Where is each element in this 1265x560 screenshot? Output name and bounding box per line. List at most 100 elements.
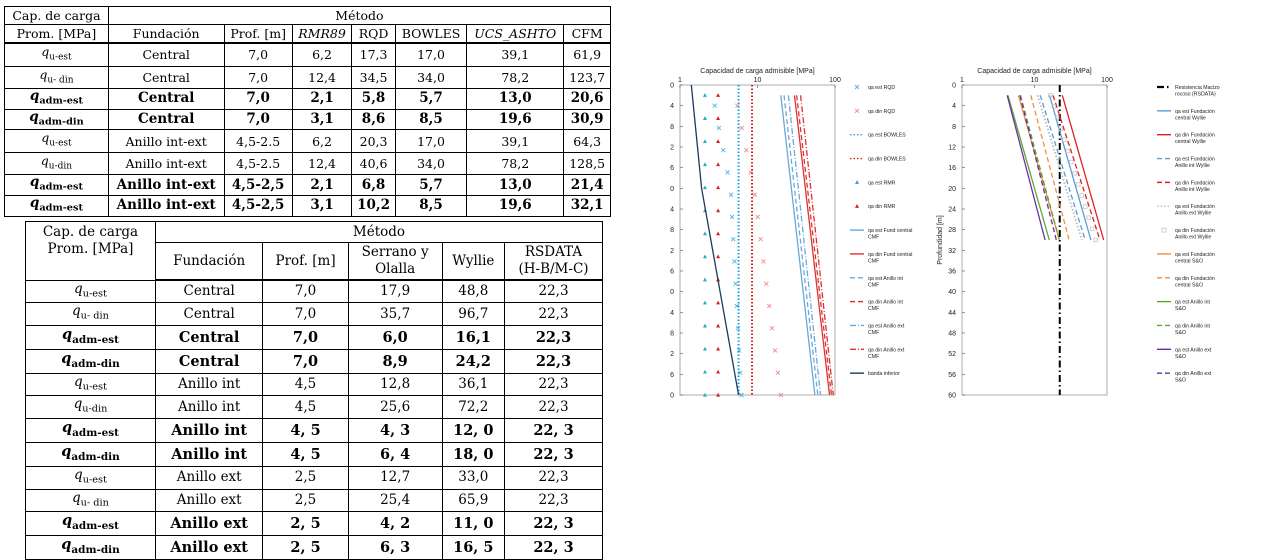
table-row: qadm-din Anillo int 4, 5 6, 4 18, 0 22, 3	[25, 441, 603, 467]
row-label: qadm-din	[25, 535, 156, 560]
header-metodo-2: Método	[154, 221, 604, 243]
table-cell: 12,7	[347, 465, 443, 490]
row-label: qu-din	[25, 395, 156, 420]
series-marker	[716, 185, 721, 190]
series-line	[1036, 95, 1083, 241]
legend-entry: Anillo ext Wyllie	[1175, 235, 1211, 241]
x-tick-label: 10	[1031, 77, 1039, 84]
table-cell: 33,0	[441, 465, 506, 490]
legend-entry: qa est Anillo ext	[868, 323, 905, 329]
series-marker	[737, 370, 743, 376]
x-tick-label: 1	[960, 77, 964, 84]
series-marker	[1090, 226, 1095, 232]
row-label: qadm-din	[4, 108, 109, 131]
figure-capacidad-carga: Capacidad de carga admisible [MPa] 1 10 100…	[655, 55, 1260, 400]
table-cell: 7,0	[223, 108, 293, 131]
table-cell: 7,0	[223, 42, 293, 67]
table-cell: 22, 3	[504, 535, 603, 560]
table-cell: 21,4	[563, 174, 611, 197]
col-rsdata: RSDATA (H-B/M-C)	[504, 242, 603, 281]
table-cell: 7,0	[223, 65, 293, 89]
table-cell: 4, 2	[347, 511, 443, 537]
legend-entry: qa din Fundación	[1175, 133, 1215, 139]
series-line	[793, 95, 831, 396]
row-label: qu- din	[25, 302, 156, 326]
series-marker	[1072, 171, 1077, 176]
series-marker	[728, 192, 734, 198]
y-tick-label: 52	[948, 351, 956, 358]
table-cell: Anillo ext	[154, 488, 264, 513]
table-cell: Anillo int	[154, 418, 264, 443]
table-cell: 32,1	[563, 195, 611, 217]
table-cell: 13,0	[466, 88, 565, 110]
series-marker	[1086, 215, 1091, 220]
legend-entry: qa din Fundación	[1175, 276, 1215, 282]
row-label: qadm-est	[4, 88, 109, 110]
table-row: qadm-est Anillo int 4, 5 4, 3 12, 0 22, 3	[25, 418, 603, 443]
table-cell: 8,9	[347, 348, 443, 374]
y-tick-label: 36	[948, 269, 956, 276]
table-cell: 61,9	[563, 42, 611, 67]
series-line	[796, 95, 833, 396]
table-cell: Anillo int-ext	[107, 195, 225, 217]
legend-entry: central S&O	[1175, 258, 1203, 264]
y-tick-label: 56	[670, 372, 674, 379]
series-marker	[772, 348, 778, 353]
row-label: qu-est	[4, 42, 109, 67]
legend-entry: CMF	[868, 258, 879, 264]
table-cell: 8,5	[394, 195, 468, 217]
y-tick-label: 48	[670, 331, 674, 338]
series-line	[1052, 95, 1101, 241]
series-marker	[716, 93, 721, 97]
legend-entry: Resistencia Macizo	[1175, 85, 1220, 91]
table-cell: 17,0	[394, 42, 468, 67]
series-marker	[739, 125, 745, 131]
y-tick-label: 4	[670, 103, 674, 110]
table-cell: Anillo int	[154, 441, 264, 467]
legend-entry: qa est RQD	[868, 85, 895, 91]
table-cell: 39,1	[466, 129, 565, 153]
table-cell: 123,7	[563, 65, 611, 89]
row-label: qu-est	[25, 279, 156, 304]
series-line	[1019, 95, 1057, 241]
series-line	[799, 95, 834, 396]
table-cell: Central	[107, 88, 225, 110]
legend-entry: qa din Anillo int	[1175, 323, 1210, 329]
series-line	[1007, 95, 1050, 241]
legend-entry: qa est BOWLES	[868, 133, 906, 139]
y-tick-label: 0	[670, 83, 674, 90]
table-cell: 128,5	[563, 151, 611, 176]
header-cap-carga-2: Cap. de carga Prom. [MPa]	[25, 221, 156, 281]
legend-entry: central S&O	[1175, 282, 1203, 288]
series-marker	[755, 214, 760, 220]
table-cell: 17,9	[347, 279, 443, 304]
series-line	[1039, 95, 1086, 241]
table-row: qu- din Central 7,0 12,4 34,5 34,0 78,2 123,7	[4, 65, 611, 89]
header-prom: Prom. [MPa]	[4, 24, 109, 44]
y-tick-label: 20	[948, 186, 956, 193]
table-cell: Anillo ext	[154, 511, 264, 537]
x-tick-label: 100	[1101, 77, 1113, 84]
chart-title: Capacidad de carga admisible [MPa]	[700, 68, 814, 75]
table-cell: 16, 5	[441, 535, 506, 560]
series-marker	[1058, 126, 1063, 131]
series-marker	[1093, 237, 1098, 243]
y-tick-label: 44	[948, 310, 956, 317]
x-tick-label: 1	[678, 77, 682, 84]
header-metodo: Método	[107, 6, 612, 25]
table-cell: 22,3	[504, 465, 603, 490]
col-serrano-olalla: Serrano y Olalla	[347, 242, 443, 281]
table-row: qadm-est Anillo ext 2, 5 4, 2 11, 0 22, 3	[25, 511, 603, 537]
table-cell: 39,1	[466, 42, 565, 67]
table-cell: 22,3	[504, 372, 603, 397]
legend-entry: banda inferior	[868, 371, 900, 377]
table-cell: 78,2	[466, 151, 565, 176]
table-cell: 22,3	[504, 488, 603, 513]
table-row: qu-est Central 7,0 17,9 48,8 22,3	[25, 279, 603, 304]
table-cell: 12,4	[291, 151, 353, 176]
series-marker	[702, 93, 707, 97]
legend-entry: qa din Fundación	[1175, 180, 1215, 186]
table-row: qu-din Anillo int 4,5 25,6 72,2 22,3	[25, 395, 603, 420]
row-label: qadm-din	[25, 348, 156, 374]
col-serrano-line2: Olalla	[375, 261, 416, 277]
